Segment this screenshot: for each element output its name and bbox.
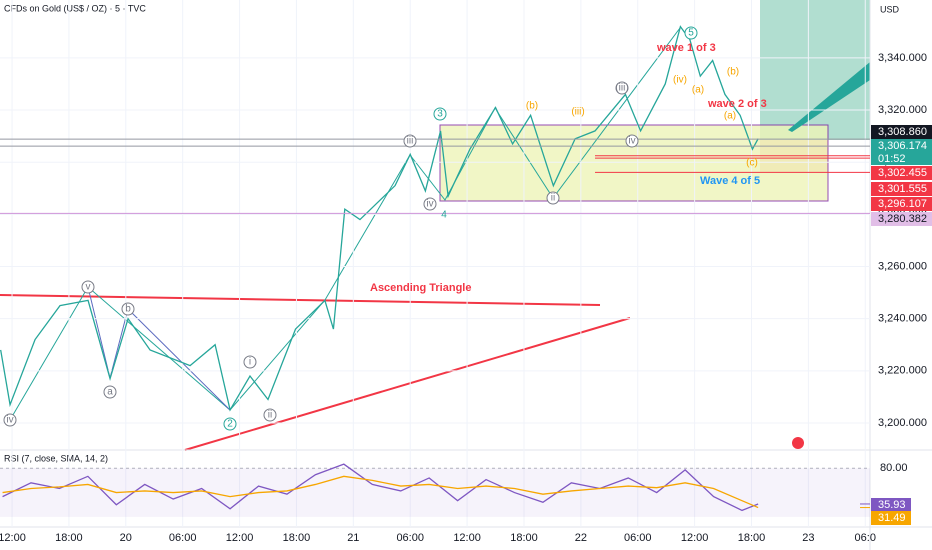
wave-marker	[243, 355, 257, 369]
wave-marker	[263, 408, 277, 422]
price-label: 3,308.860	[878, 126, 927, 138]
countdown: 01:52	[878, 153, 906, 165]
wave-marker	[121, 302, 135, 316]
x-tick-label: 12:00	[453, 532, 481, 544]
wave-label: ii	[551, 193, 555, 204]
wave-label: (iii)	[615, 83, 628, 94]
rsi-label: 31.49	[878, 512, 906, 524]
rsi-label-box	[871, 511, 911, 525]
wave-marker	[3, 413, 17, 427]
x-tick-label: 06:00	[624, 532, 652, 544]
wave-label: 2	[227, 419, 233, 430]
wave-marker	[403, 134, 417, 148]
wave-label: v	[86, 282, 91, 293]
wave-label: (iii)	[571, 107, 584, 118]
wave-label: iv	[426, 199, 433, 210]
target-zone	[760, 0, 870, 140]
wave-label: (b)	[526, 101, 538, 112]
x-tick-label: 18:00	[283, 532, 311, 544]
price-label: 3,306.174	[878, 140, 927, 152]
annotation: wave 1 of 3	[656, 42, 716, 54]
x-tick-label: 18:00	[510, 532, 538, 544]
price-label: 3,296.107	[878, 198, 927, 210]
wave-label: iv	[628, 136, 635, 147]
x-tick-label: 12:00	[0, 532, 26, 544]
x-tick-label: 18:00	[55, 532, 83, 544]
x-tick-label: 23	[802, 532, 814, 544]
abc-count	[87, 286, 231, 411]
wave-label: 5	[688, 28, 694, 39]
x-tick-label: 20	[120, 532, 132, 544]
series-line	[2, 475, 759, 509]
price-label-box	[871, 166, 932, 180]
wave-label: a	[107, 387, 113, 398]
price-label-box	[871, 197, 932, 211]
wave-label: ii	[268, 410, 272, 421]
wave-label: 3	[437, 109, 443, 120]
wave-marker	[223, 417, 237, 431]
countdown-box	[871, 153, 932, 165]
price-label-box	[871, 125, 932, 139]
x-tick-label: 06:00	[169, 532, 197, 544]
rsi-label: 35.93	[878, 499, 906, 511]
x-tick-label: 21	[347, 532, 359, 544]
y-tick-label: 3,340.000	[878, 52, 927, 64]
wave-marker	[103, 385, 117, 399]
wave-marker	[625, 134, 639, 148]
x-tick-label: 12:00	[681, 532, 709, 544]
event-icon[interactable]	[792, 437, 804, 449]
y-tick-label: 3,200.000	[878, 417, 927, 429]
wave-label: (a)	[692, 85, 704, 96]
triangle-upper	[0, 294, 601, 306]
price-label: 3,301.555	[878, 183, 927, 195]
wave-label: i	[249, 357, 251, 368]
annotation: Wave 4 of 5	[700, 175, 760, 187]
y-tick-label: 3,240.000	[878, 313, 927, 325]
x-tick-label: 18:00	[738, 532, 766, 544]
chart-title: CFDs on Gold (US$ / OZ) · 5 · TVC	[4, 3, 146, 13]
currency: USD	[880, 4, 900, 14]
annotation: Ascending Triangle	[370, 282, 471, 294]
wave-marker	[684, 26, 698, 40]
wave-marker	[81, 280, 95, 294]
x-tick-label: 06:0	[855, 532, 876, 544]
y-tick-label: 3,260.000	[878, 260, 927, 272]
rsi-label-box	[871, 498, 911, 512]
series-line	[2, 463, 759, 512]
x-tick-label: 22	[575, 532, 587, 544]
wave-marker	[546, 191, 560, 205]
wave-label: iii	[407, 136, 414, 147]
series-line	[0, 25, 759, 412]
wave-marker	[615, 81, 629, 95]
wave-label: (b)	[727, 67, 739, 78]
annotation: wave 2 of 3	[707, 98, 767, 110]
price-label-box	[871, 212, 932, 226]
rsi-band	[0, 468, 870, 517]
wave-label: (c)	[746, 158, 758, 169]
price-label-box	[871, 182, 932, 196]
wave-marker	[433, 107, 447, 121]
price-label-box	[871, 139, 932, 153]
rsi-title: RSI (7, close, SMA, 14, 2)	[4, 453, 108, 463]
y-tick-label: 80.00	[880, 462, 908, 474]
wave-label: b	[125, 304, 131, 315]
wave-label: 4	[441, 210, 447, 221]
x-tick-label: 06:00	[396, 532, 424, 544]
y-tick-label: 3,220.000	[878, 365, 927, 377]
price-label: 3,302.455	[878, 167, 927, 179]
triangle-lower	[184, 317, 631, 451]
wave-label: (a)	[724, 111, 736, 122]
wave-label: iv	[6, 415, 13, 426]
price-label: 3,280.382	[878, 213, 927, 225]
wave-marker	[423, 197, 437, 211]
x-tick-label: 12:00	[226, 532, 254, 544]
wave-label: (iv)	[673, 75, 687, 86]
y-tick-label: 3,320.000	[878, 104, 927, 116]
